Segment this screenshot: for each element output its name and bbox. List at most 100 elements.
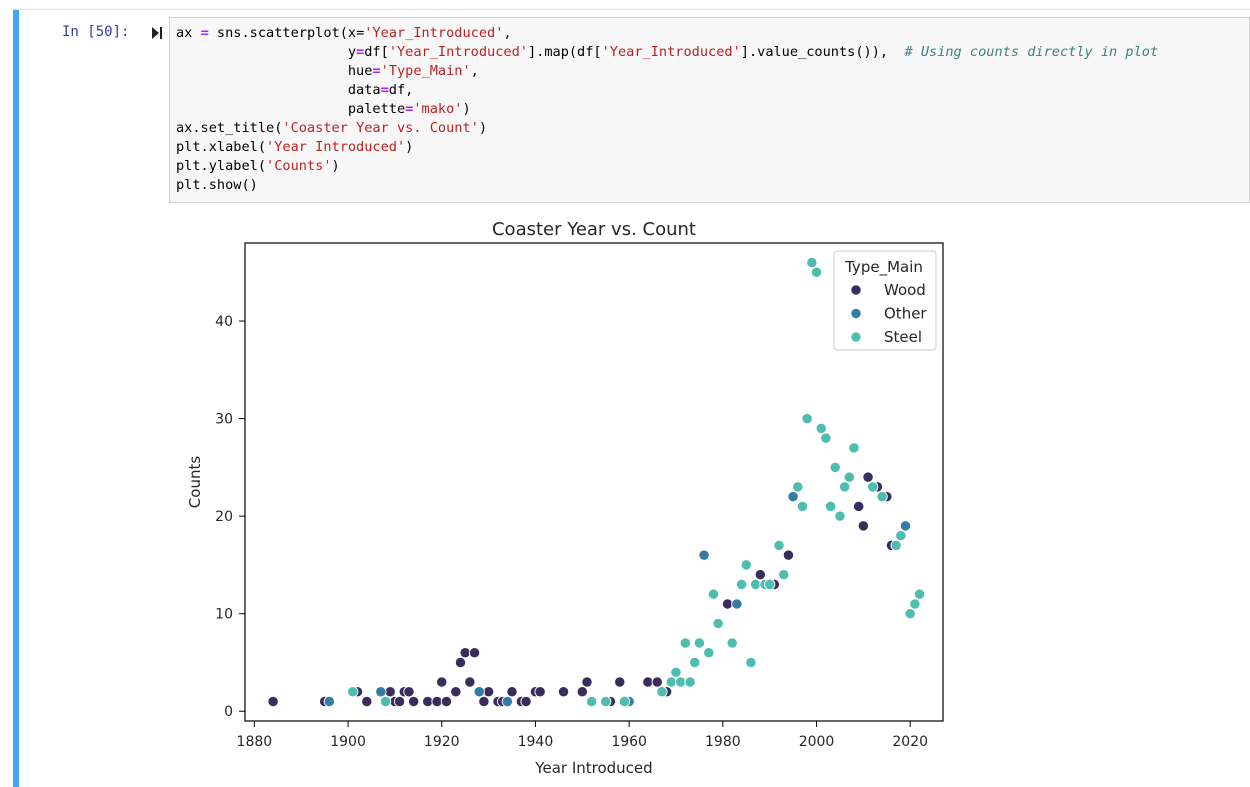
x-axis: 1880 1900 1920 1940 1960 1980 2000 2020 — [237, 721, 928, 750]
point-steel — [745, 656, 757, 669]
code-token: hue — [176, 63, 373, 79]
y-tick-label: 40 — [215, 314, 233, 330]
run-cell-icon[interactable] — [151, 26, 163, 40]
point-steel — [843, 471, 855, 483]
cell-top-border — [13, 9, 1250, 10]
code-cell-editor[interactable]: ax = sns.scatterplot(x='Year_Introduced'… — [169, 17, 1250, 203]
y-tick-label: 30 — [215, 412, 233, 428]
code-token: 'Year_Introduced' — [601, 44, 741, 60]
code-token: ].value_counts()), — [740, 44, 905, 60]
code-token: , — [503, 25, 512, 41]
point-steel — [707, 588, 720, 600]
code-line: ax.set_title('Coaster Year vs. Count') — [176, 120, 487, 136]
legend-label: Steel — [884, 328, 922, 346]
code-token: sns.scatterplot(x= — [208, 25, 365, 41]
point-steel — [778, 569, 790, 581]
point-steel — [773, 539, 785, 552]
point-steel — [895, 530, 907, 542]
x-tick-label: 2020 — [892, 734, 928, 750]
code-token: = — [380, 82, 389, 98]
y-tick-label: 10 — [215, 607, 233, 623]
code-token: y — [176, 44, 357, 60]
point-wood — [393, 695, 406, 708]
point-other — [375, 686, 387, 698]
point-steel — [820, 432, 832, 444]
x-tick-label: 1980 — [705, 734, 741, 750]
code-line: plt.ylabel('Counts') — [176, 158, 340, 174]
data-points — [267, 256, 926, 708]
x-tick-label: 1920 — [424, 734, 460, 750]
code-line: plt.xlabel('Year Introduced') — [176, 139, 413, 155]
point-wood — [436, 676, 448, 688]
code-token: = — [356, 44, 365, 60]
point-steel — [838, 481, 851, 493]
point-steel — [796, 500, 809, 513]
code-token: ) — [331, 158, 340, 174]
code-text[interactable]: ax = sns.scatterplot(x='Year_Introduced'… — [176, 24, 1158, 195]
point-steel — [867, 481, 879, 493]
code-token: plt.xlabel( — [176, 139, 267, 155]
point-steel — [890, 539, 902, 552]
point-wood — [557, 686, 570, 698]
point-wood — [440, 695, 453, 708]
legend-title: Type_Main — [844, 258, 923, 277]
code-token: df[ — [364, 44, 389, 60]
point-steel — [740, 559, 752, 571]
code-token: = — [200, 25, 209, 41]
point-wood — [431, 695, 443, 708]
code-line: y=df['Year_Introduced'].map(df['Year_Int… — [176, 44, 1158, 60]
legend-marker-wood — [850, 284, 862, 296]
point-other — [698, 549, 710, 561]
code-token: 'Counts' — [266, 158, 332, 174]
point-steel — [675, 676, 687, 688]
code-token: ) — [462, 101, 471, 117]
legend-label: Wood — [884, 281, 926, 299]
point-steel — [810, 266, 823, 278]
point-steel — [712, 617, 724, 630]
code-token: plt.show() — [176, 177, 258, 193]
code-line: plt.show() — [176, 177, 258, 193]
code-line: hue='Type_Main', — [176, 63, 479, 79]
code-token: 'Year Introduced' — [266, 139, 406, 155]
code-token: data — [176, 82, 381, 98]
point-steel — [586, 695, 598, 708]
x-axis-label: Year Introduced — [534, 759, 652, 777]
legend-label: Other — [884, 305, 927, 323]
code-token: 'Coaster Year vs. Count' — [282, 120, 479, 136]
code-token: 'Year_Introduced' — [388, 44, 528, 60]
point-other — [731, 598, 743, 610]
code-token: = — [372, 63, 381, 79]
x-tick-label: 1940 — [518, 734, 554, 750]
point-wood — [721, 598, 734, 610]
point-other — [787, 490, 799, 503]
x-tick-label: 1880 — [237, 734, 273, 750]
point-steel — [618, 695, 631, 708]
point-wood — [407, 695, 420, 708]
point-steel — [824, 500, 837, 513]
code-token: 'Year_Introduced' — [364, 25, 504, 41]
point-wood — [450, 686, 462, 698]
code-token: ax.set_title( — [176, 120, 283, 136]
y-tick-label: 0 — [224, 704, 233, 720]
point-steel — [806, 256, 818, 269]
point-steel — [684, 676, 696, 688]
point-steel — [792, 481, 804, 493]
point-wood — [642, 676, 654, 688]
point-steel — [909, 598, 921, 610]
plot-area-frame — [244, 242, 944, 722]
point-other — [323, 695, 335, 708]
point-steel — [679, 637, 691, 649]
point-wood — [454, 656, 467, 669]
code-token: palette — [176, 101, 406, 117]
point-steel — [815, 422, 827, 434]
code-token: 'Type_Main' — [380, 63, 471, 79]
point-steel — [913, 588, 926, 600]
point-wood — [534, 686, 546, 698]
code-token: , — [470, 63, 479, 79]
y-axis-label: Counts — [186, 456, 204, 509]
x-tick-label: 1900 — [330, 734, 366, 750]
point-steel — [834, 510, 846, 522]
point-wood — [468, 647, 481, 659]
legend-marker-steel — [850, 331, 862, 343]
point-wood — [482, 686, 495, 698]
